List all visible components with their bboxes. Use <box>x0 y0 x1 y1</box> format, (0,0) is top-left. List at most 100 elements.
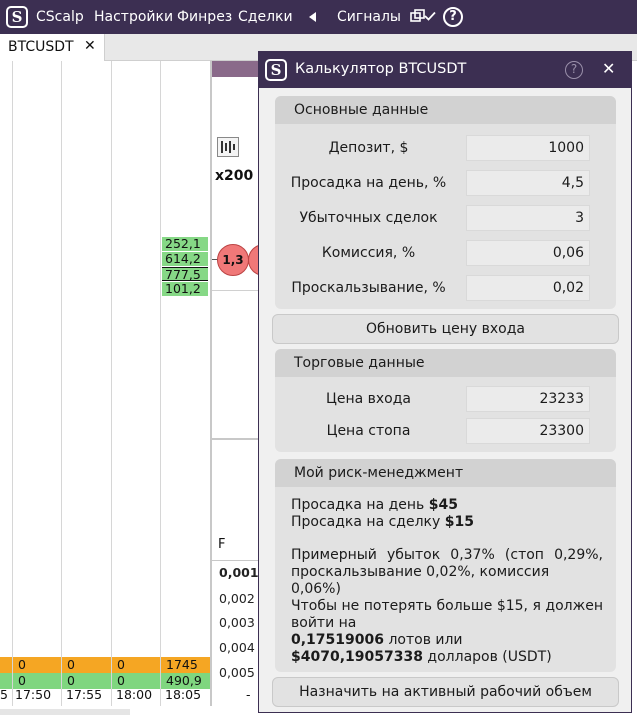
cluster-cell: 0 <box>13 657 61 673</box>
value-label: 0,003 <box>219 615 255 630</box>
cluster-cell: 1745 <box>161 657 210 673</box>
chart-settings-icon[interactable] <box>217 137 239 157</box>
daily-drawdown-summary-value: $45 <box>428 497 458 513</box>
usd-result: $4070,19057338 долларов (USDT) <box>291 649 603 666</box>
section-header: Мой риск-менеджмент <box>275 459 616 487</box>
cluster-cell <box>0 673 12 689</box>
panel-line <box>212 560 258 561</box>
losing-trades-input[interactable]: 3 <box>466 205 590 231</box>
menu-signals[interactable]: Сигналы <box>337 9 401 25</box>
menu-finrez[interactable]: Финрез <box>177 9 233 25</box>
grid-line <box>12 61 13 706</box>
collapse-left-icon[interactable] <box>309 12 316 22</box>
risk-management-section: Мой риск-менеджмент Просадка на день $45… <box>275 459 616 672</box>
entry-price-input[interactable]: 23233 <box>466 386 590 412</box>
grid-line <box>61 61 62 706</box>
menu-bar: S CScalp Настройки Финрез Сделки Сигналы… <box>0 0 637 34</box>
time-label: - <box>246 687 251 702</box>
menu-deals[interactable]: Сделки <box>238 9 293 25</box>
calculator-titlebar[interactable]: S Калькулятор BTCUSDT ? ✕ <box>259 52 631 88</box>
trade-drawdown-summary-label: Просадка на сделку <box>291 514 441 530</box>
daily-drawdown-summary-label: Просадка на день <box>291 497 425 513</box>
tab-btcusdt[interactable]: BTCUSDT ✕ <box>0 34 105 61</box>
calculator-close-icon[interactable]: ✕ <box>602 59 616 78</box>
grid-line <box>160 61 161 706</box>
slippage-label: Проскальзывание, % <box>291 280 446 296</box>
panel-line <box>212 290 258 291</box>
price-tag: 777,5 <box>162 267 208 282</box>
app-name: CScalp <box>36 9 84 25</box>
approx-loss-line: проскальзывание 0,02%, комиссия 0,06%) <box>291 564 550 597</box>
slippage-input[interactable]: 0,02 <box>466 275 590 301</box>
menu-settings[interactable]: Настройки <box>94 9 174 25</box>
cluster-cell: 0 <box>112 657 160 673</box>
time-axis: 5 17:50 17:55 18:00 18:05 - <box>0 687 258 703</box>
lots-result: 0,17519006 лотов или <box>291 632 603 649</box>
daily-drawdown-summary: Просадка на день $45 <box>291 497 603 514</box>
price-tag: 614,2 <box>162 252 208 266</box>
grid-line <box>111 61 112 706</box>
assign-working-volume-button[interactable]: Назначить на активный рабочий объем <box>272 677 619 707</box>
trade-drawdown-summary-value: $15 <box>444 514 474 530</box>
cluster-cell <box>0 657 12 673</box>
usd-suffix: долларов (USDT) <box>427 649 552 665</box>
cluster-cell: 0 <box>112 673 160 689</box>
commission-input[interactable]: 0,06 <box>466 240 590 266</box>
deposit-label: Депозит, $ <box>328 140 409 156</box>
window-layout-icon[interactable] <box>410 9 426 25</box>
stop-price-label: Цена стопа <box>326 423 411 439</box>
calculator-window: S Калькулятор BTCUSDT ? ✕ Основные данны… <box>258 51 632 713</box>
time-label: 5 <box>0 687 8 702</box>
value-label: 0,005 <box>219 665 255 680</box>
cluster-cell: 0 <box>13 673 61 689</box>
time-label: 17:55 <box>66 687 103 702</box>
horizontal-scrollbar[interactable] <box>0 709 130 715</box>
losing-trades-label: Убыточных сделок <box>299 210 438 226</box>
usd-value: $4070,19057338 <box>291 649 423 665</box>
time-label: 18:05 <box>165 687 202 702</box>
multiplier-label: x200 <box>215 168 254 184</box>
trade-drawdown-summary: Просадка на сделку $15 <box>291 514 603 531</box>
section-header: Торговые данные <box>275 349 616 377</box>
tab-label: BTCUSDT <box>8 39 74 55</box>
cluster-cell: 0 <box>62 673 111 689</box>
timeframe-dropdown[interactable]: F <box>212 534 258 556</box>
refresh-entry-price-button[interactable]: Обновить цену входа <box>272 314 619 344</box>
check-icon[interactable] <box>424 10 436 22</box>
deposit-input[interactable]: 1000 <box>466 135 590 161</box>
value-label: 0,002 <box>219 591 255 606</box>
stop-price-input[interactable]: 23300 <box>466 418 590 444</box>
volume-bubble[interactable]: 1,3 <box>217 244 249 276</box>
panel-header-strip <box>212 61 258 77</box>
calculator-help-icon[interactable]: ? <box>565 61 583 79</box>
basic-data-section: Основные данные Депозит, $ 1000 Просадка… <box>275 96 616 309</box>
approx-loss-line: Примерный убыток 0,37% (стоп 0,29%, <box>291 547 603 563</box>
panel-divider <box>210 61 212 706</box>
value-label: 0,004 <box>219 640 255 655</box>
lots-suffix: лотов или <box>388 632 463 648</box>
time-label: 18:00 <box>116 687 153 702</box>
help-icon[interactable]: ? <box>443 7 463 27</box>
calculator-title: Калькулятор BTCUSDT <box>295 61 467 77</box>
value-label: 0,001 <box>219 565 259 580</box>
entry-price-label: Цена входа <box>325 391 412 407</box>
time-label: 17:50 <box>15 687 52 702</box>
cluster-row-orange: 0 0 0 1745 <box>0 657 211 673</box>
lots-value: 0,17519006 <box>291 632 384 648</box>
cluster-row-green: 0 0 0 490,9 <box>0 673 211 689</box>
commission-label: Комиссия, % <box>321 245 416 261</box>
price-tag: 101,2 <box>162 282 208 296</box>
cscalp-logo-icon: S <box>6 6 28 28</box>
panel-line <box>212 438 258 440</box>
price-tag: 252,1 <box>162 237 208 251</box>
trade-data-section: Торговые данные Цена входа 23233 Цена ст… <box>275 349 616 452</box>
cluster-cell: 490,9 <box>161 673 210 689</box>
entry-advice-line: Чтобы не потерять больше $15, я должен <box>291 598 603 614</box>
cluster-cell: 0 <box>62 657 111 673</box>
daily-drawdown-input[interactable]: 4,5 <box>466 170 590 196</box>
timeframe-dropdown-value: F <box>218 537 226 552</box>
cscalp-logo-icon: S <box>265 59 287 81</box>
daily-drawdown-label: Просадка на день, % <box>290 175 447 191</box>
tab-close-icon[interactable]: ✕ <box>84 38 96 54</box>
section-header: Основные данные <box>275 96 616 124</box>
